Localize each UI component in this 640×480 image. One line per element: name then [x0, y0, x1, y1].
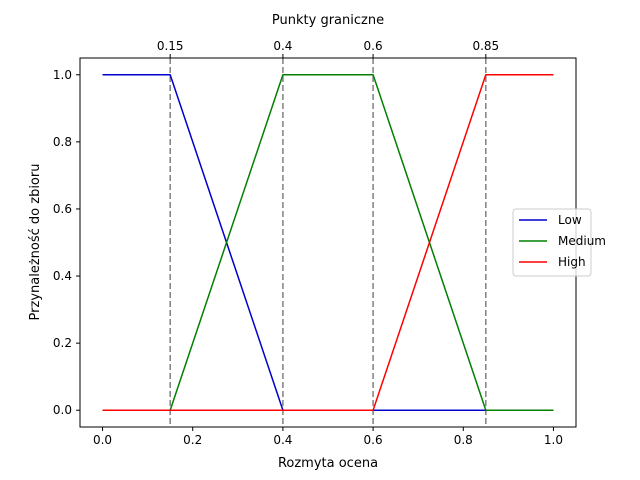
y-tick-label: 0.2: [53, 336, 72, 350]
top-axis-title: Punkty graniczne: [272, 13, 384, 28]
y-tick-label: 0.6: [53, 202, 72, 216]
legend-label-high: High: [558, 255, 586, 269]
x-tick-label: 0.0: [93, 433, 112, 447]
y-tick-label: 1.0: [53, 68, 72, 82]
legend-box: [512, 208, 592, 277]
series-line-high: [102, 74, 554, 411]
x-axis-ticks: 0.0 0.2 0.4 0.6 0.8 1.0: [93, 427, 563, 447]
x-tick-label: 1.0: [544, 433, 563, 447]
legend: Low Medium High: [512, 208, 606, 277]
top-tick-label: 0.15: [157, 39, 184, 53]
x-tick-label: 0.8: [454, 433, 473, 447]
top-tick-label: 0.4: [273, 39, 292, 53]
top-tick-label: 0.6: [364, 39, 383, 53]
x-tick-label: 0.2: [183, 433, 202, 447]
y-tick-label: 0.4: [53, 269, 72, 283]
top-tick-label: 0.85: [472, 39, 499, 53]
y-axis-ticks: 0.0 0.2 0.4 0.6 0.8 1.0: [53, 68, 80, 417]
plot-frame: [79, 57, 577, 428]
legend-label-medium: Medium: [558, 234, 606, 248]
y-tick-label: 0.0: [53, 403, 72, 417]
x-tick-label: 0.4: [273, 433, 292, 447]
legend-items: Low Medium High: [519, 213, 606, 269]
x-tick-label: 0.6: [364, 433, 383, 447]
series-lines: [102, 74, 554, 411]
y-axis-label: Przynależność do zbioru: [28, 164, 43, 321]
breakpoint-lines: [169, 58, 487, 427]
y-tick-label: 0.8: [53, 135, 72, 149]
top-axis-ticks: 0.15 0.4 0.6 0.85: [157, 39, 499, 58]
x-axis-label: Rozmyta ocena: [278, 456, 378, 471]
legend-label-low: Low: [558, 213, 582, 227]
